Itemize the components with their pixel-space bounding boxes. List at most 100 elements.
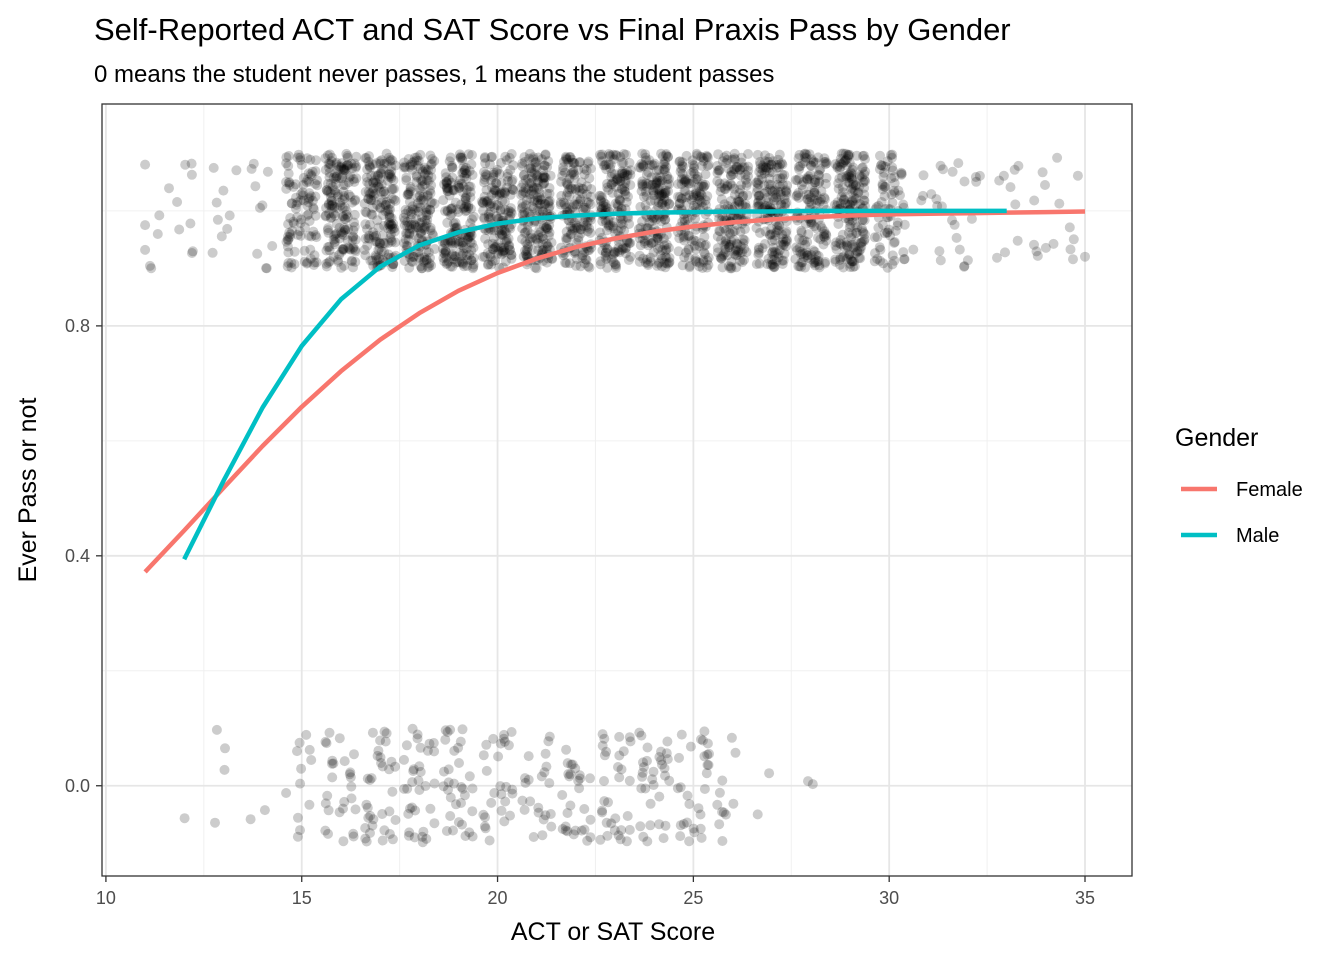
data-point: [320, 210, 331, 221]
data-point: [854, 171, 865, 182]
data-point: [361, 153, 372, 163]
data-point: [654, 241, 665, 252]
data-point: [737, 162, 748, 173]
data-point: [776, 199, 787, 210]
data-point: [731, 262, 742, 273]
data-point: [772, 225, 783, 236]
data-point: [646, 179, 657, 190]
data-point: [753, 196, 764, 206]
data-point: [534, 233, 545, 243]
data-point: [488, 172, 499, 183]
data-point: [741, 247, 752, 258]
data-point: [376, 179, 387, 190]
data-point: [620, 178, 631, 189]
data-point: [753, 175, 764, 186]
data-point: [304, 230, 314, 241]
data-point: [381, 148, 392, 159]
data-point: [499, 196, 510, 207]
data-point: [859, 182, 870, 193]
data-point: [795, 246, 806, 257]
data-point: [889, 172, 900, 182]
data-point: [661, 150, 672, 161]
data-point: [446, 203, 456, 214]
data-point: [208, 162, 219, 173]
data-point: [727, 154, 738, 165]
data-point: [676, 163, 687, 174]
data-point: [336, 262, 347, 273]
data-point: [755, 195, 766, 206]
legend-label-male: Male: [1236, 525, 1279, 547]
data-point: [618, 243, 629, 254]
data-point: [850, 180, 861, 191]
data-point: [415, 149, 426, 160]
data-point: [779, 239, 789, 250]
data-point: [328, 208, 339, 219]
data-point: [691, 190, 702, 201]
data-point: [443, 784, 453, 795]
data-point: [806, 154, 817, 165]
data-point: [454, 182, 465, 193]
data-point: [483, 259, 494, 270]
data-point: [338, 244, 349, 255]
data-point: [482, 248, 493, 259]
data-point: [310, 230, 321, 241]
data-point: [480, 158, 491, 169]
data-point: [325, 187, 336, 198]
data-point: [585, 227, 596, 238]
data-point: [517, 223, 528, 234]
data-point: [341, 160, 352, 171]
data-point: [457, 250, 468, 261]
data-point: [619, 225, 630, 236]
data-point: [546, 821, 557, 832]
data-point: [771, 256, 782, 267]
data-point: [814, 262, 825, 273]
data-point: [859, 175, 870, 186]
data-point: [717, 156, 728, 167]
data-point: [467, 150, 477, 160]
data-point: [443, 175, 454, 186]
data-point: [609, 169, 620, 180]
data-point: [508, 184, 518, 195]
data-point: [334, 733, 345, 744]
data-point: [387, 786, 398, 797]
data-point: [655, 178, 666, 189]
data-point: [459, 171, 470, 182]
data-point: [517, 209, 528, 220]
data-point: [519, 207, 530, 218]
data-point: [699, 231, 710, 242]
data-point: [389, 194, 399, 205]
data-point: [764, 167, 775, 178]
data-point: [875, 255, 886, 266]
data-point: [423, 175, 434, 186]
data-point: [842, 153, 853, 164]
data-point: [569, 158, 580, 169]
data-point: [892, 220, 903, 231]
data-point: [757, 165, 768, 175]
data-point: [595, 256, 606, 267]
data-point: [918, 190, 928, 201]
data-point: [765, 259, 776, 270]
data-point: [571, 254, 582, 264]
data-point: [737, 257, 748, 268]
data-point: [546, 237, 557, 248]
data-point: [583, 156, 594, 167]
data-point: [610, 149, 621, 160]
data-point: [410, 152, 420, 163]
data-point: [326, 195, 337, 206]
data-point: [719, 199, 730, 210]
data-point: [535, 227, 546, 238]
data-point: [696, 190, 707, 201]
data-point: [869, 256, 880, 267]
data-point: [322, 225, 333, 236]
data-point: [734, 164, 745, 175]
data-point: [688, 190, 699, 200]
data-point: [856, 241, 867, 252]
data-point: [296, 189, 306, 200]
data-point: [330, 173, 341, 184]
data-point: [373, 222, 384, 233]
data-point: [658, 164, 669, 175]
data-point: [1048, 238, 1059, 249]
data-point: [720, 225, 731, 236]
data-point: [324, 727, 335, 738]
data-point: [730, 747, 741, 758]
